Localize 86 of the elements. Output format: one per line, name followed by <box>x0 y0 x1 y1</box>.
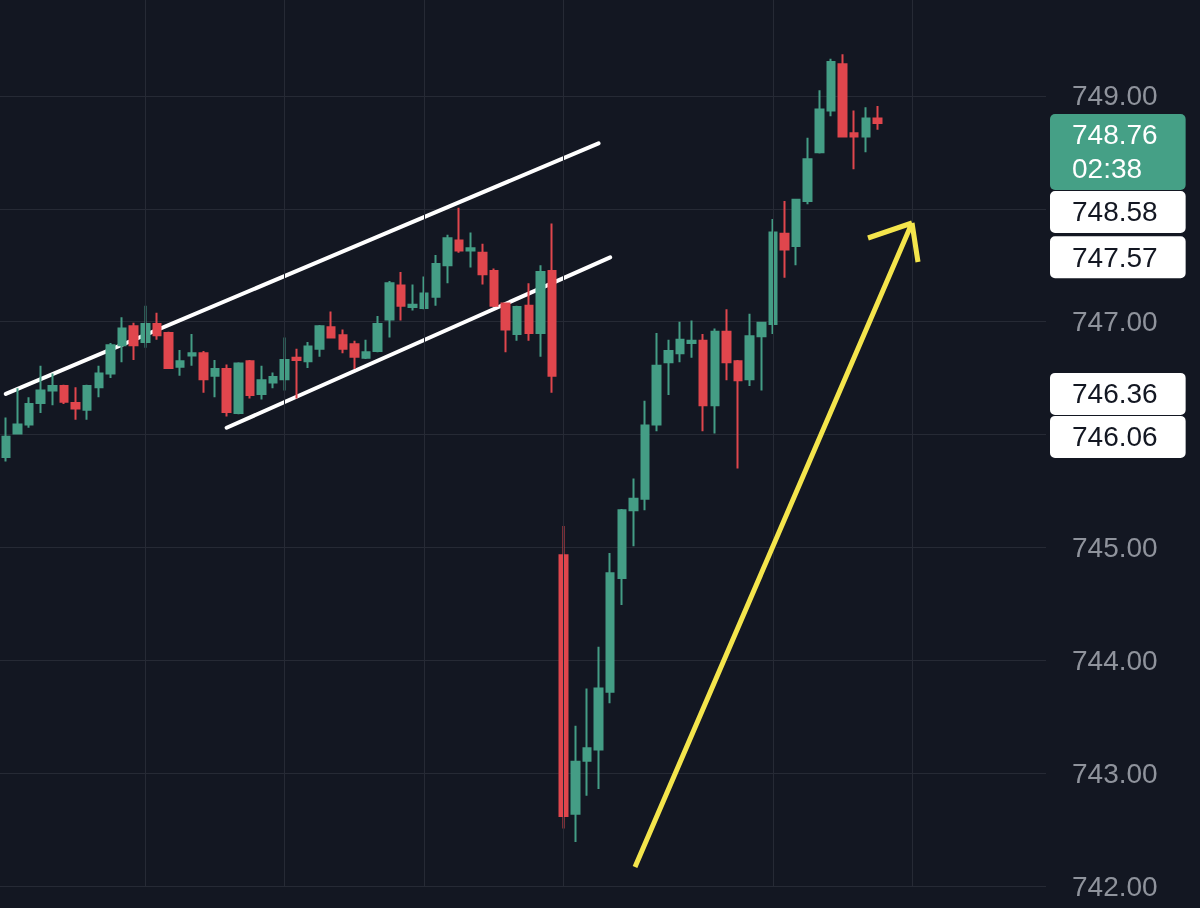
candlestick <box>291 347 302 400</box>
candlestick <box>372 315 383 354</box>
candlestick <box>547 222 557 394</box>
candlestick <box>12 387 23 436</box>
candlestick <box>221 363 232 418</box>
candlestick <box>582 687 592 797</box>
candlestick <box>256 364 267 401</box>
candlestick <box>163 330 174 371</box>
candlestick <box>442 233 453 285</box>
candlestick <box>849 109 859 171</box>
candlestick <box>593 645 604 790</box>
candlestick <box>710 327 720 435</box>
candlestick <box>814 89 825 155</box>
text: 747.57 <box>1072 241 1158 273</box>
candlestick <box>140 304 151 349</box>
candlestick <box>128 321 139 362</box>
candlestick <box>187 333 197 367</box>
candlestick <box>70 386 81 421</box>
candlestick <box>361 338 371 360</box>
candlestick <box>721 308 732 382</box>
candlestick <box>1 416 11 463</box>
candlestick <box>407 283 418 312</box>
candlestick <box>396 271 406 322</box>
candlestick <box>94 364 104 399</box>
candlestick <box>477 242 488 286</box>
candlestick <box>535 264 546 358</box>
candlestick <box>431 254 441 307</box>
candlestick <box>489 267 499 308</box>
candlestick <box>686 319 697 359</box>
text: 02:38 <box>1072 153 1143 185</box>
candlestick <box>756 320 767 392</box>
candlestick <box>512 304 522 342</box>
candlestick <box>465 231 476 269</box>
candlestick <box>419 275 429 311</box>
y-tick-label: 744.00 <box>1072 644 1158 676</box>
candlestick <box>35 364 46 415</box>
y-tick-label: 745.00 <box>1072 531 1158 563</box>
candlestick <box>791 197 801 267</box>
text: 746.06 <box>1072 421 1158 453</box>
candlestick <box>279 336 290 392</box>
candlestick <box>82 383 92 421</box>
candlestick <box>837 53 848 138</box>
candlestick <box>826 57 836 118</box>
candlestick <box>698 333 708 433</box>
candlestick <box>152 311 162 341</box>
candlestick <box>675 320 685 364</box>
candlestick <box>524 282 534 342</box>
candlestick <box>47 372 58 407</box>
candlestick <box>617 508 627 606</box>
candlestick <box>640 399 650 512</box>
candlestick <box>651 331 662 433</box>
candlestick <box>349 339 360 371</box>
candlestick <box>198 350 209 394</box>
candlestick <box>338 328 348 355</box>
candlestick <box>663 338 674 397</box>
candlestick <box>454 206 464 254</box>
candlestick <box>105 342 116 380</box>
candlestick <box>233 361 244 416</box>
candlestick <box>570 724 581 843</box>
candlestick <box>59 383 69 406</box>
text: 748.58 <box>1072 196 1158 228</box>
candlestick <box>314 324 325 358</box>
candlestick <box>779 199 790 279</box>
candlestick <box>326 310 336 340</box>
y-tick-label: 747.00 <box>1072 306 1158 338</box>
candlestick <box>872 105 883 131</box>
candlestick <box>268 371 278 390</box>
candlestick <box>210 359 220 399</box>
y-tick-label: 743.00 <box>1072 757 1158 789</box>
candlestick <box>628 477 639 548</box>
candlestick <box>384 280 395 339</box>
candlestick <box>733 359 743 470</box>
y-tick-label: 749.00 <box>1072 80 1158 112</box>
y-tick-label: 742.00 <box>1072 870 1158 902</box>
candlestick <box>245 359 255 400</box>
candlestick <box>802 136 813 206</box>
candlestick <box>175 348 185 377</box>
candlestick <box>117 316 127 364</box>
candlestick <box>861 106 871 154</box>
candlestick <box>500 301 511 354</box>
candlestick <box>605 552 615 705</box>
text: 748.76 <box>1072 119 1158 151</box>
text: 746.36 <box>1072 378 1158 410</box>
candlestick <box>744 312 755 387</box>
candlestick <box>24 396 34 429</box>
candlestick <box>303 340 313 369</box>
